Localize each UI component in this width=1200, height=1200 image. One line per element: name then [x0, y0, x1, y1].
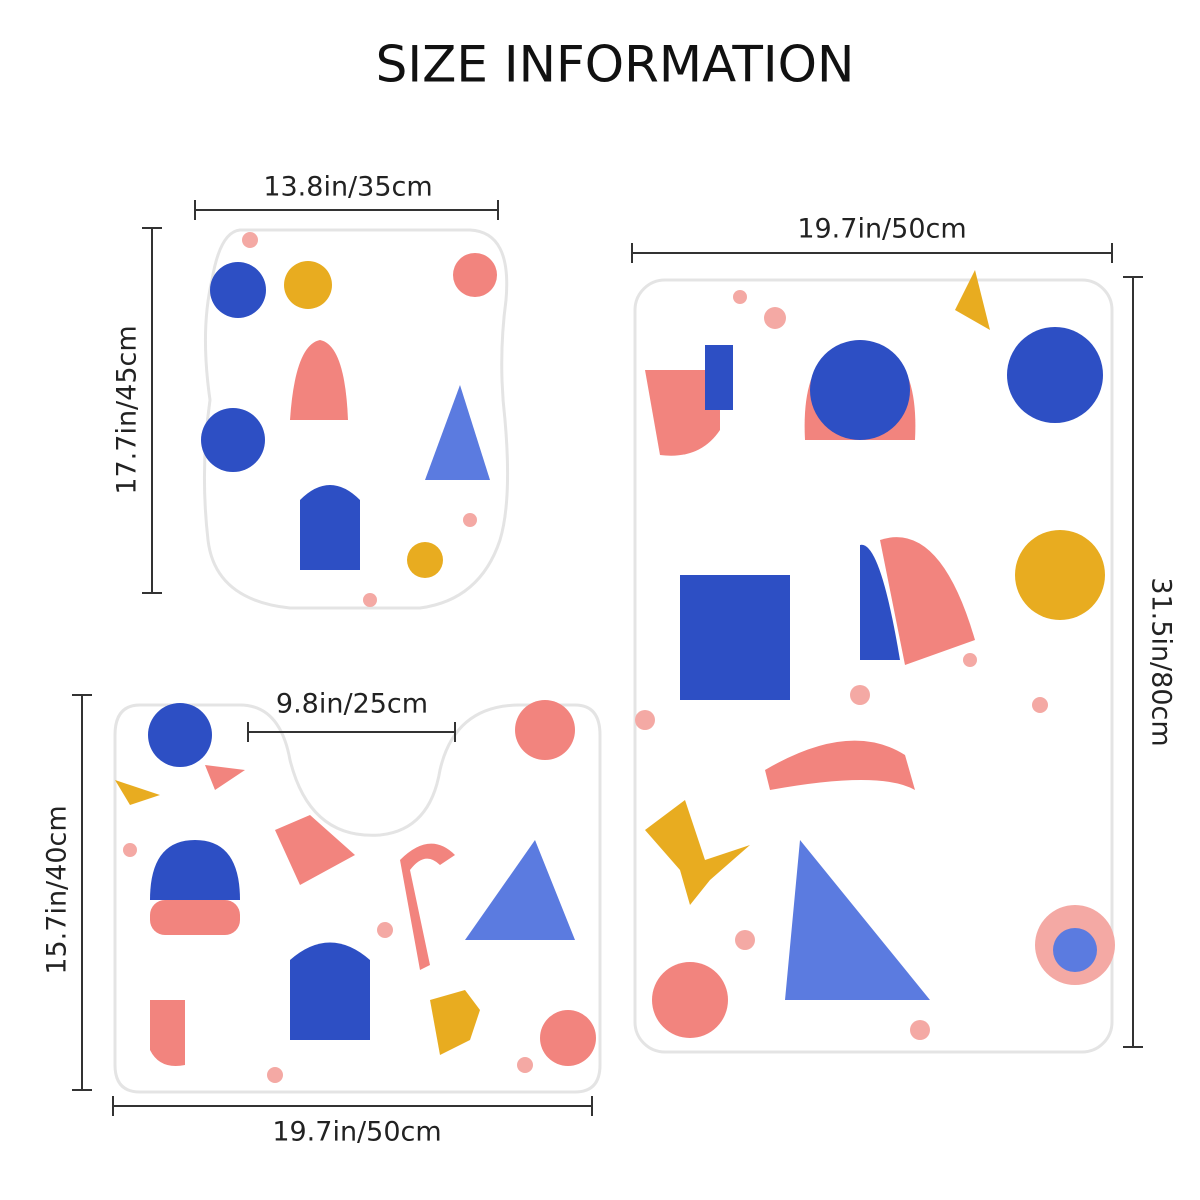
lid-height: 17.7in/45cm: [112, 325, 143, 494]
contour-cutout: 9.8in/25cm: [276, 689, 428, 720]
rug: 19.7in/50cm 31.5in/80cm: [631, 214, 1177, 1054]
rug-height: 31.5in/80cm: [1146, 577, 1177, 746]
contour-mat: 9.8in/25cm 15.7in/40cm 19.7in/50cm: [42, 689, 602, 1148]
contour-width: 19.7in/50cm: [272, 1117, 441, 1148]
lid: 13.8in/35cm 17.7in/45cm: [112, 172, 510, 610]
title: SIZE INFORMATION: [376, 36, 855, 94]
rug-width: 19.7in/50cm: [797, 214, 966, 245]
contour-height: 15.7in/40cm: [42, 805, 73, 974]
lid-width: 13.8in/35cm: [263, 172, 432, 203]
